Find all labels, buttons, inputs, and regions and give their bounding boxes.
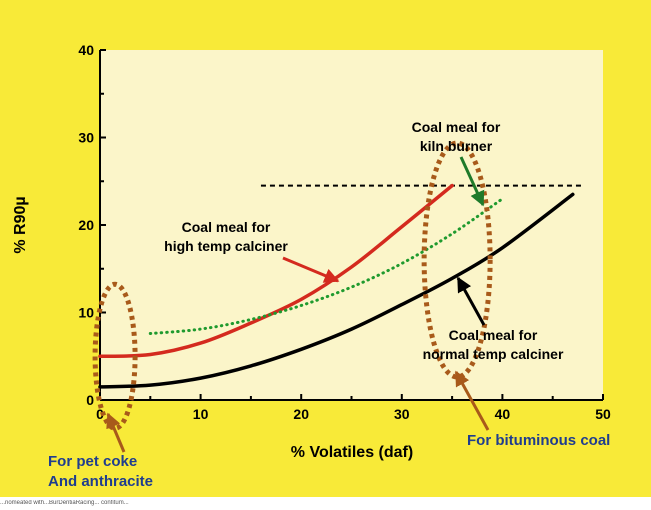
annotation-high-temp-calciner: Coal meal for high temp calciner [164,219,288,254]
y-tick-label: 30 [78,130,94,146]
y-tick-label: 40 [78,42,94,58]
chart: 0 10 20 30 40 50 0 10 20 30 40 % Volatiles (daf) % R… [12,42,611,490]
x-tick-label: 10 [193,406,209,422]
arrow-high-temp-calciner [282,256,340,283]
footer-text: ...nomeated with...BurDentiaRacing... co… [0,500,129,506]
arrow-bituminous [454,370,490,431]
series-high-temp-calciner [98,183,454,359]
series-normal-temp-calciner [98,192,575,389]
x-tick-label: 30 [394,406,410,422]
annotation-normal-temp-calciner-line: normal temp calciner [423,346,564,362]
annotation-normal-temp-calciner-line: Coal meal for [449,327,538,343]
arrow-pet-coke [106,412,126,453]
plot-area [100,50,603,400]
annotation-high-temp-calciner-line: Coal meal for [182,219,271,235]
annotation-kiln-burner-line: kiln burner [420,138,493,154]
annotation-pet-coke-line: And anthracite [48,473,153,490]
x-tick-label: 0 [96,406,104,422]
annotation-high-temp-calciner-line: high temp calciner [164,238,288,254]
y-axis-title: % R90µ [12,196,29,253]
arrow-kiln-burner [459,156,485,207]
annotation-bituminous-line: For bituminous coal [467,432,610,449]
x-tick-label: 20 [293,406,309,422]
annotation-pet-coke: For pet coke And anthracite [48,453,153,490]
x-axis-title: % Volatiles (daf) [291,444,413,461]
annotation-normal-temp-calciner: Coal meal for normal temp calciner [423,327,564,362]
y-tick-label: 10 [78,305,94,321]
x-tick-label: 40 [495,406,511,422]
annotation-pet-coke-line: For pet coke [48,453,137,470]
x-tick-label: 50 [595,406,611,422]
annotation-kiln-burner-line: Coal meal for [412,119,501,135]
y-tick-label: 20 [78,217,94,233]
annotation-bituminous: For bituminous coal [467,432,610,449]
series-kiln-burner [148,197,504,335]
y-tick-label: 0 [86,392,94,408]
bituminous-highlight-ellipse [421,140,493,380]
annotation-kiln-burner: Coal meal for kiln burner [412,119,501,154]
pet-coke-highlight-ellipse [92,281,138,431]
arrow-normal-temp-calciner [456,276,486,326]
